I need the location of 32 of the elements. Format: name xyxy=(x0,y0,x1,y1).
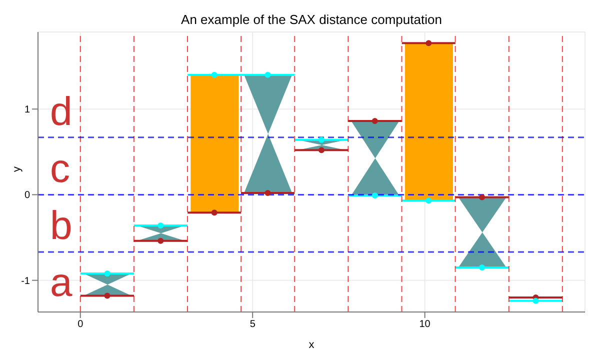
y-axis-title: y xyxy=(10,166,23,172)
point xyxy=(158,238,164,244)
point xyxy=(104,270,110,276)
point xyxy=(318,147,324,154)
point xyxy=(264,72,271,78)
y-tick-label: -1 xyxy=(21,276,30,287)
point xyxy=(372,192,378,199)
point xyxy=(211,72,218,78)
chart-title: An example of the SAX distance computation xyxy=(180,12,443,27)
annotation: d xyxy=(50,89,72,136)
point xyxy=(158,222,164,229)
bar xyxy=(404,43,453,201)
x-tick-label: 10 xyxy=(419,319,431,330)
point xyxy=(479,264,486,270)
bar xyxy=(190,74,239,213)
point xyxy=(318,136,324,143)
x-axis-title: x xyxy=(308,339,315,350)
annotation: a xyxy=(50,260,72,307)
point xyxy=(426,198,432,204)
point xyxy=(479,194,486,200)
point xyxy=(372,118,378,124)
x-tick-label: 5 xyxy=(250,319,256,330)
point xyxy=(104,292,110,299)
x-tick-label: 0 xyxy=(78,319,84,330)
y-tick-label: 0 xyxy=(24,190,30,202)
point xyxy=(426,40,432,46)
point xyxy=(532,298,539,304)
point xyxy=(211,210,218,216)
y-tick-label: 1 xyxy=(24,104,30,116)
point xyxy=(264,190,271,196)
annotation: b xyxy=(50,203,72,250)
annotation: c xyxy=(50,146,70,193)
